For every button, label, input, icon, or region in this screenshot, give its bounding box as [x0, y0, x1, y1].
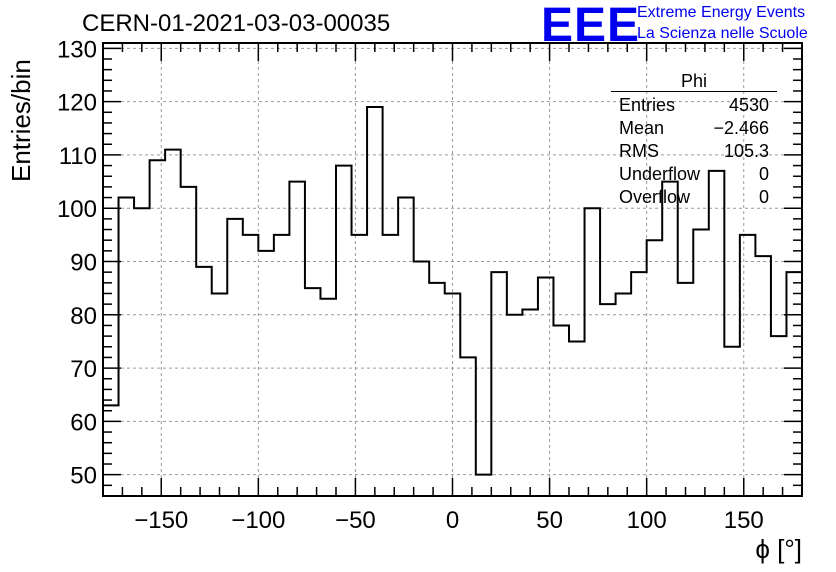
x-tick-label: 50: [536, 507, 563, 534]
histogram-series: [103, 105, 803, 476]
stats-value: 4530: [728, 95, 769, 115]
x-tick-label: −150: [134, 507, 188, 534]
stats-row-underflow: Underflow 0: [611, 163, 777, 186]
stats-value: 0: [758, 187, 769, 207]
y-tick-label: 90: [70, 250, 97, 277]
chart-title: CERN-01-2021-03-03-00035: [82, 10, 391, 37]
stats-value: 0: [758, 164, 769, 184]
y-axis-label: Entries/bin: [6, 59, 36, 182]
y-tick-label: 120: [57, 90, 97, 117]
stats-row-overflow: Overflow 0: [611, 186, 777, 209]
stats-label: Mean: [619, 118, 665, 138]
y-tick-label: 60: [70, 409, 97, 436]
y-tick-label: 80: [70, 303, 97, 330]
eee-logo: EEE: [541, 0, 641, 52]
stats-row-rms: RMS 105.3: [611, 140, 777, 163]
x-tick-label: 0: [446, 507, 459, 534]
stats-title: Phi: [611, 72, 777, 92]
stats-row-entries: Entries 4530: [611, 94, 777, 117]
y-tick-label: 130: [57, 36, 97, 63]
stats-row-mean: Mean −2.466: [611, 117, 777, 140]
logo-caption-line2: La Scienza nelle Scuole: [637, 25, 808, 42]
stats-box: Phi Entries 4530 Mean −2.466 RMS 105.3 Unde…: [611, 72, 777, 209]
axis-ticks: [102, 43, 803, 497]
stats-label: Overflow: [619, 187, 691, 207]
y-tick-label: 70: [70, 356, 97, 383]
stats-label: Underflow: [619, 164, 701, 184]
x-tick-label: −50: [335, 507, 376, 534]
y-tick-label: 110: [59, 143, 97, 170]
stats-label: RMS: [619, 141, 659, 161]
y-tick-label: 100: [57, 196, 97, 223]
stats-label: Entries: [619, 95, 676, 115]
stats-value: −2.466: [713, 118, 769, 138]
x-tick-label: 100: [627, 507, 667, 534]
x-tick-label: −100: [231, 507, 285, 534]
x-tick-label: 150: [724, 507, 764, 534]
logo-caption-line1: Extreme Energy Events: [637, 4, 806, 21]
x-axis-label: ϕ [°]: [755, 534, 802, 564]
stats-value: 105.3: [723, 141, 769, 161]
tick-labels: −150 −100 −50 0 50 100 150 50 60 70 80 90 100 110 120 1…: [57, 36, 764, 534]
y-tick-label: 50: [70, 463, 97, 490]
